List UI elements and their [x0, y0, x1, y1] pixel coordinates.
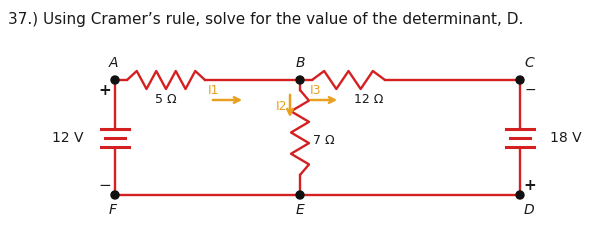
Circle shape	[111, 76, 119, 84]
Text: 37.) Using Cramer’s rule, solve for the value of the determinant, D.: 37.) Using Cramer’s rule, solve for the …	[8, 12, 524, 27]
Text: 12 Ω: 12 Ω	[354, 93, 383, 106]
Text: 7 Ω: 7 Ω	[313, 134, 335, 147]
Circle shape	[296, 191, 304, 199]
Circle shape	[296, 76, 304, 84]
Circle shape	[111, 191, 119, 199]
Text: I3: I3	[310, 84, 321, 97]
Text: I2: I2	[275, 99, 287, 113]
Text: +: +	[524, 177, 536, 192]
Circle shape	[516, 76, 524, 84]
Text: 5 Ω: 5 Ω	[155, 93, 177, 106]
Text: C: C	[524, 56, 534, 70]
Text: E: E	[295, 203, 304, 217]
Text: D: D	[524, 203, 535, 217]
Text: 18 V: 18 V	[550, 130, 582, 145]
Text: B: B	[295, 56, 305, 70]
Text: I1: I1	[208, 84, 219, 97]
Text: A: A	[108, 56, 118, 70]
Text: 12 V: 12 V	[51, 130, 83, 145]
Circle shape	[516, 191, 524, 199]
Text: −: −	[98, 177, 111, 192]
Text: −: −	[524, 83, 536, 97]
Text: F: F	[109, 203, 117, 217]
Text: +: +	[98, 83, 111, 97]
